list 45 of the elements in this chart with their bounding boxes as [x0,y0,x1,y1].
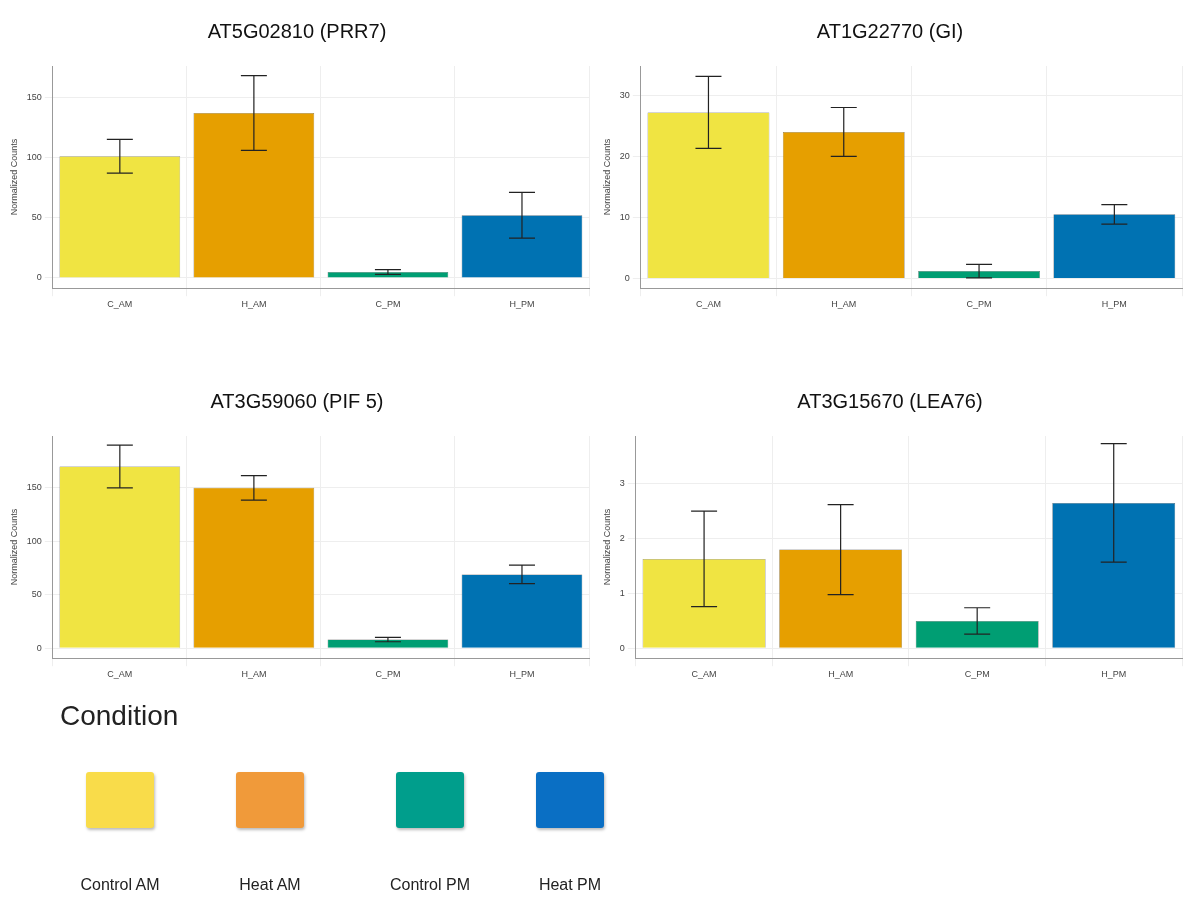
category-label: Heat AM [238,876,302,894]
x-tick-label: H_PM [1101,299,1127,310]
y-axis-title: Normalized Counts [601,508,612,586]
y-tick-label: 100 [26,152,42,163]
y-tick-label: 150 [26,482,42,493]
chart-title: AT3G59060 (PIF 5) [210,389,384,412]
x-tick-label: H_AM [241,299,267,310]
chart-title: AT5G02810 (PRR7) [207,19,387,42]
y-tick-label: 0 [624,272,630,283]
x-tick-label: H_AM [241,669,267,680]
y-axis-title: Normalized Counts [8,508,19,586]
category-label: Heat PM [537,876,603,894]
x-tick-label: H_AM [828,669,854,680]
x-tick-label: C_AM [695,299,721,310]
y-tick-label: 10 [619,211,630,222]
y-axis-title: Normalized Counts [601,138,612,216]
x-tick-label: C_AM [107,299,133,310]
y-axis-title: Normalized Counts [8,138,19,216]
x-tick-label: H_PM [509,669,535,680]
x-tick-label: C_AM [107,669,133,680]
y-tick-label: 100 [26,535,42,546]
y-tick-label: 50 [31,212,42,223]
x-tick-label: H_PM [509,299,535,310]
y-tick-label: 0 [36,642,42,653]
y-tick-label: 3 [619,478,625,489]
y-tick-label: 20 [619,150,630,161]
y-tick-label: 0 [36,272,42,283]
category-label: Control PM [389,876,471,894]
category-label: Control AM [79,876,161,894]
y-tick-label: 30 [619,89,630,100]
x-tick-label: H_PM [1101,669,1127,680]
chart-title: AT3G15670 (LEA76) [797,389,983,412]
y-tick-label: 0 [619,642,625,653]
legend-title: Condition [60,700,180,732]
x-tick-label: H_AM [831,299,857,310]
x-tick-label: C_PM [375,669,401,680]
y-tick-label: 50 [31,589,42,600]
x-tick-label: C_PM [966,299,992,310]
x-tick-label: C_AM [691,669,717,680]
chart-title: AT1G22770 (GI) [816,19,964,42]
x-tick-label: C_PM [375,299,401,310]
y-tick-label: 150 [26,91,42,102]
y-tick-label: 2 [619,533,625,544]
y-tick-label: 1 [619,587,625,598]
x-tick-label: C_PM [964,669,990,680]
